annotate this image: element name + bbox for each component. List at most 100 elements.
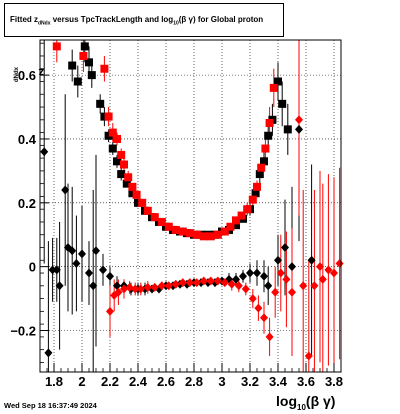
data-point-square — [269, 83, 278, 92]
data-point-diamond — [246, 268, 254, 278]
error-bars — [43, 40, 341, 372]
data-point-square — [157, 217, 166, 226]
data-point-diamond — [271, 287, 280, 297]
data-point-diamond — [253, 268, 261, 278]
data-point-square — [265, 119, 274, 127]
data-point-diamond — [48, 265, 57, 275]
title-sub-dndx: dNdx — [38, 20, 51, 27]
data-point-square — [255, 170, 264, 179]
data-point-square — [232, 221, 240, 230]
data-point-square — [138, 198, 147, 207]
data-point-diamond — [335, 258, 344, 268]
data-point-square — [100, 64, 109, 73]
data-point-square — [68, 61, 77, 70]
data-point-diamond — [254, 303, 263, 313]
x-tick-label: 3.8 — [325, 374, 343, 389]
x-tick-label: 2 — [78, 374, 85, 389]
data-point-diamond — [68, 246, 77, 256]
data-point-square — [251, 189, 260, 198]
data-point-diamond — [324, 265, 333, 275]
data-point-diamond — [40, 147, 49, 157]
data-point-square — [79, 51, 88, 60]
data-point-square — [226, 222, 235, 231]
y-tick-label: 0.4 — [18, 132, 37, 147]
data-point-diamond — [310, 281, 319, 291]
data-point-diamond — [295, 124, 303, 134]
data-point-square — [134, 198, 142, 207]
data-point-diamond — [99, 265, 107, 275]
data-point-square — [113, 157, 121, 166]
data-point-diamond — [281, 243, 289, 252]
data-point-diamond — [157, 281, 166, 291]
title-sub-10: 10 — [173, 20, 179, 27]
data-point-square — [206, 232, 215, 241]
data-point-diamond — [120, 284, 128, 294]
data-point-square — [132, 190, 141, 199]
data-point-square — [100, 112, 109, 121]
data-point-diamond — [206, 276, 215, 286]
axis-tick-labels: 1.8 2 2.2 2.4 2.6 2.8 3 3.2 3.4 3.6 3.8 −0.2 0 0.2 0.4… — [10, 68, 343, 389]
data-point-diamond — [220, 278, 229, 288]
data-point-square — [96, 99, 105, 108]
data-point-square — [120, 160, 128, 169]
data-point-diamond — [227, 279, 236, 289]
data-point-diamond — [89, 281, 98, 291]
data-point-diamond — [85, 268, 93, 278]
data-point-square — [261, 144, 270, 153]
data-point-square — [122, 179, 131, 188]
x-tick-label: 2.2 — [101, 374, 119, 389]
data-point-square — [278, 99, 287, 108]
data-point-diamond — [265, 332, 274, 342]
data-point-diamond — [330, 268, 338, 278]
data-point-diamond — [260, 313, 268, 323]
data-point-diamond — [171, 279, 180, 289]
data-point-diamond — [318, 274, 327, 284]
data-point-diamond — [52, 265, 61, 275]
data-point-diamond — [192, 278, 201, 288]
x-axis-label-main: log — [276, 393, 297, 409]
data-point-diamond — [234, 281, 243, 291]
data-point-diamond — [264, 281, 273, 291]
data-point-square — [143, 206, 152, 215]
data-point-diamond — [248, 294, 257, 304]
data-point-diamond — [131, 284, 140, 294]
data-point-diamond — [44, 348, 53, 358]
data-point-square — [213, 230, 222, 239]
x-tick-label: 3.2 — [241, 374, 259, 389]
title-suffix: (β γ) for Global proton — [178, 15, 264, 24]
grid — [40, 40, 341, 372]
data-point-diamond — [282, 274, 291, 284]
y-tick-label: 0.2 — [18, 196, 36, 211]
markers — [40, 42, 344, 361]
data-point-diamond — [185, 278, 194, 288]
title-prefix: Fitted z — [10, 15, 38, 24]
data-point-square — [117, 170, 126, 179]
chart-title: Fitted zdNdx versus TpcTrackLength and l… — [10, 15, 263, 27]
data-point-square — [237, 211, 246, 220]
data-point-diamond — [143, 282, 152, 292]
data-point-diamond — [72, 258, 81, 268]
data-point-square — [80, 42, 89, 51]
data-point-square — [104, 112, 113, 121]
data-point-diamond — [276, 268, 285, 278]
data-point-square — [73, 77, 82, 86]
data-point-diamond — [61, 185, 70, 195]
data-point-square — [171, 225, 180, 234]
data-point-diamond — [288, 287, 296, 297]
data-point-diamond — [199, 276, 208, 286]
axis-ticks — [39, 42, 342, 372]
x-tick-label: 2.6 — [157, 374, 175, 389]
data-point-diamond — [114, 287, 123, 297]
x-tick-label: 2.4 — [129, 374, 148, 389]
data-point-square — [274, 77, 282, 86]
data-point-diamond — [299, 281, 308, 291]
data-point-square — [220, 227, 229, 236]
y-tick-label: 0 — [29, 260, 36, 275]
data-point-diamond — [274, 255, 282, 265]
y-axis-label-sub: dNdx — [14, 67, 21, 82]
data-point-square — [104, 131, 113, 140]
x-axis-label: log10(β γ) — [276, 393, 335, 412]
data-point-diamond — [316, 262, 324, 272]
data-point-square — [243, 205, 252, 214]
